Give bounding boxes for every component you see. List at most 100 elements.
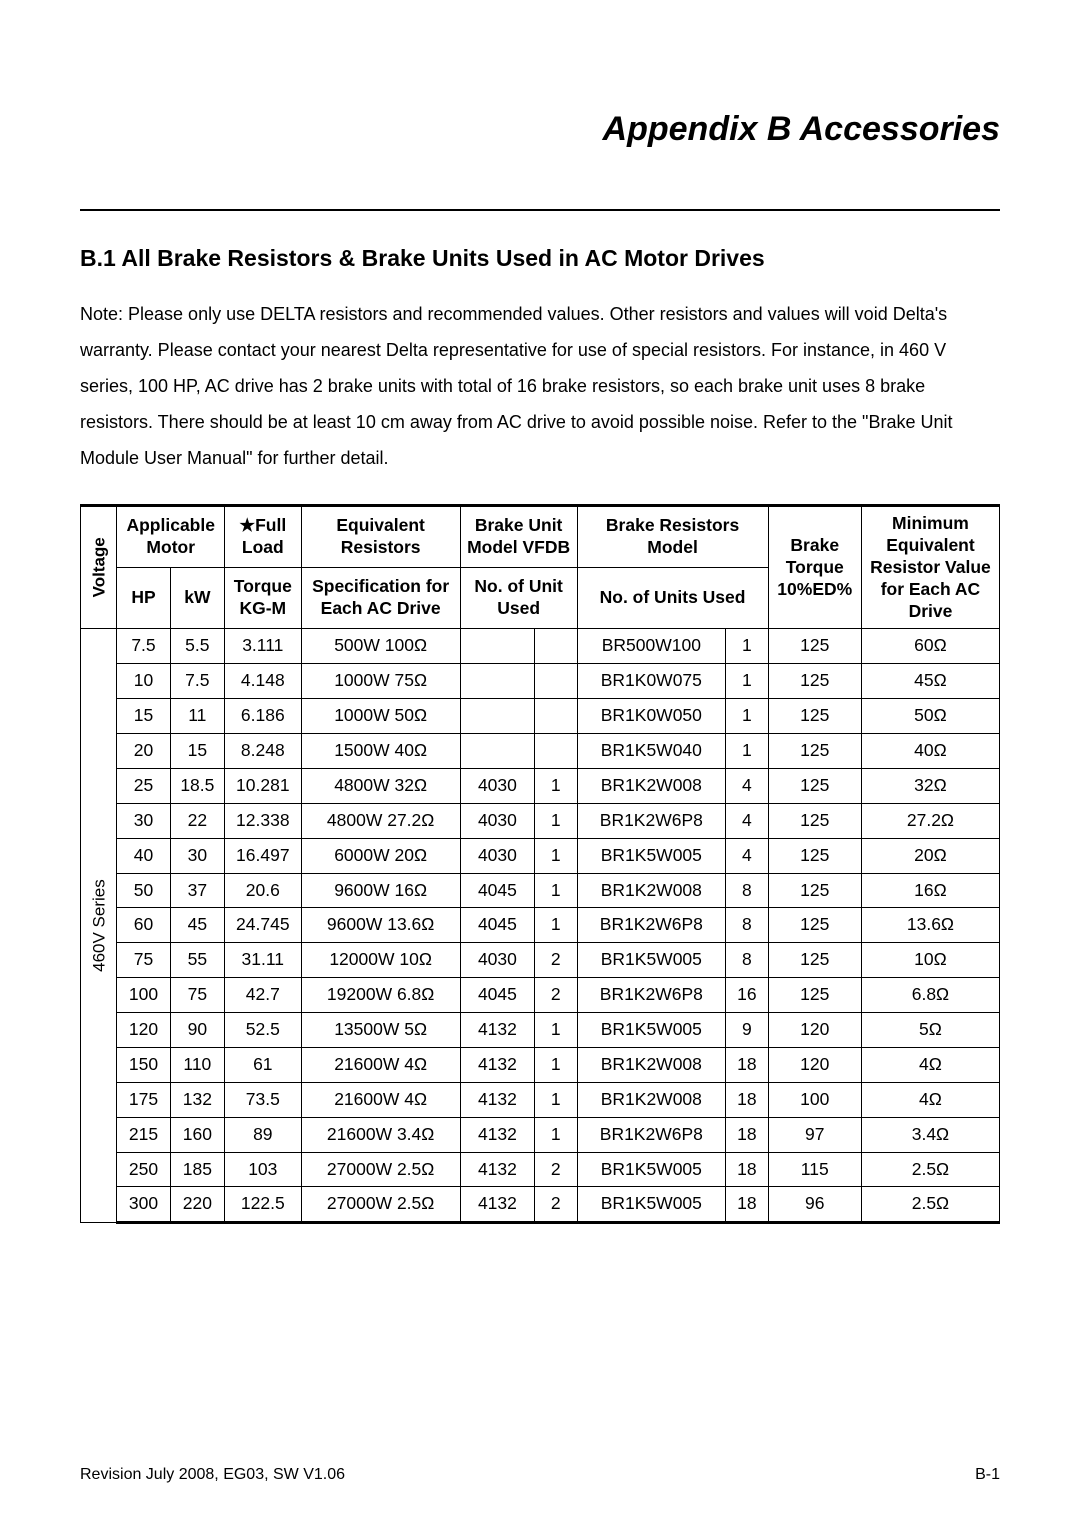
table-row: 25018510327000W 2.5Ω41322BR1K5W005181152… (81, 1152, 1000, 1187)
col-equiv-resistors: Equivalent Resistors (301, 506, 460, 568)
cell-res-model: BR1K2W008 (577, 1082, 726, 1117)
cell-res-model: BR1K5W005 (577, 1013, 726, 1048)
cell-spec: 6000W 20Ω (301, 838, 460, 873)
cell-min: 2.5Ω (861, 1187, 999, 1223)
cell-bu-num (535, 734, 577, 769)
cell-btorque: 125 (768, 838, 861, 873)
cell-spec: 4800W 27.2Ω (301, 803, 460, 838)
table-row: 755531.1112000W 10Ω40302BR1K5W005812510Ω (81, 943, 1000, 978)
cell-btorque: 97 (768, 1117, 861, 1152)
cell-btorque: 125 (768, 978, 861, 1013)
cell-bu-model: 4132 (460, 1187, 534, 1223)
cell-kw: 160 (170, 1117, 225, 1152)
cell-min: 60Ω (861, 629, 999, 664)
cell-torque: 24.745 (225, 908, 301, 943)
cell-res-model: BR1K5W005 (577, 1187, 726, 1223)
cell-hp: 60 (117, 908, 170, 943)
cell-btorque: 120 (768, 1047, 861, 1082)
brake-resistors-table: Voltage Applicable Motor ★Full Load Equi… (80, 504, 1000, 1224)
cell-res-model: BR1K2W6P8 (577, 908, 726, 943)
col-full-load: ★Full Load (225, 506, 301, 568)
cell-min: 40Ω (861, 734, 999, 769)
cell-kw: 11 (170, 699, 225, 734)
cell-res-num: 1 (726, 734, 768, 769)
cell-hp: 175 (117, 1082, 170, 1117)
cell-kw: 110 (170, 1047, 225, 1082)
cell-bu-model (460, 629, 534, 664)
cell-hp: 100 (117, 978, 170, 1013)
cell-res-num: 8 (726, 943, 768, 978)
cell-btorque: 125 (768, 803, 861, 838)
cell-res-model: BR1K5W005 (577, 838, 726, 873)
cell-min: 5Ω (861, 1013, 999, 1048)
cell-bu-num: 1 (535, 838, 577, 873)
cell-spec: 13500W 5Ω (301, 1013, 460, 1048)
cell-kw: 75 (170, 978, 225, 1013)
cell-res-num: 8 (726, 873, 768, 908)
cell-res-model: BR1K2W6P8 (577, 978, 726, 1013)
cell-spec: 12000W 10Ω (301, 943, 460, 978)
cell-res-num: 4 (726, 803, 768, 838)
cell-btorque: 125 (768, 734, 861, 769)
cell-hp: 50 (117, 873, 170, 908)
cell-bu-model: 4030 (460, 838, 534, 873)
cell-bu-model: 4045 (460, 873, 534, 908)
cell-res-num: 16 (726, 978, 768, 1013)
cell-hp: 25 (117, 768, 170, 803)
table-row: 604524.7459600W 13.6Ω40451BR1K2W6P881251… (81, 908, 1000, 943)
cell-hp: 150 (117, 1047, 170, 1082)
cell-bu-model (460, 664, 534, 699)
cell-res-model: BR1K2W008 (577, 1047, 726, 1082)
cell-hp: 15 (117, 699, 170, 734)
col-min-equiv: Minimum Equivalent Resistor Value for Ea… (861, 506, 999, 629)
cell-bu-num: 2 (535, 978, 577, 1013)
cell-hp: 7.5 (117, 629, 170, 664)
table-row: 1007542.719200W 6.8Ω40452BR1K2W6P8161256… (81, 978, 1000, 1013)
cell-torque: 89 (225, 1117, 301, 1152)
table-row: 17513273.521600W 4Ω41321BR1K2W008181004Ω (81, 1082, 1000, 1117)
cell-res-num: 9 (726, 1013, 768, 1048)
cell-spec: 21600W 4Ω (301, 1082, 460, 1117)
cell-res-num: 18 (726, 1082, 768, 1117)
cell-btorque: 125 (768, 768, 861, 803)
cell-torque: 122.5 (225, 1187, 301, 1223)
note-paragraph: Note: Please only use DELTA resistors an… (80, 296, 1000, 476)
page-title: Appendix B Accessories (80, 110, 1000, 149)
table-row: 300220122.527000W 2.5Ω41322BR1K5W0051896… (81, 1187, 1000, 1223)
cell-res-num: 8 (726, 908, 768, 943)
cell-bu-model: 4132 (460, 1152, 534, 1187)
cell-res-model: BR1K0W050 (577, 699, 726, 734)
table-row: 107.54.1481000W 75ΩBR1K0W075112545Ω (81, 664, 1000, 699)
table-row: 15116.1861000W 50ΩBR1K0W050112550Ω (81, 699, 1000, 734)
cell-bu-num: 1 (535, 768, 577, 803)
cell-bu-num: 1 (535, 1117, 577, 1152)
cell-torque: 20.6 (225, 873, 301, 908)
table-row: 403016.4976000W 20Ω40301BR1K5W005412520Ω (81, 838, 1000, 873)
cell-torque: 61 (225, 1047, 301, 1082)
table-row: 460V Series7.55.53.111500W 100ΩBR500W100… (81, 629, 1000, 664)
cell-hp: 300 (117, 1187, 170, 1223)
cell-spec: 9600W 13.6Ω (301, 908, 460, 943)
cell-bu-num: 2 (535, 943, 577, 978)
cell-res-num: 18 (726, 1047, 768, 1082)
cell-hp: 120 (117, 1013, 170, 1048)
cell-torque: 3.111 (225, 629, 301, 664)
cell-min: 50Ω (861, 699, 999, 734)
cell-kw: 18.5 (170, 768, 225, 803)
cell-kw: 55 (170, 943, 225, 978)
cell-res-num: 18 (726, 1152, 768, 1187)
table-row: 20158.2481500W 40ΩBR1K5W040112540Ω (81, 734, 1000, 769)
col-brake-unit: Brake Unit Model VFDB (460, 506, 577, 568)
cell-res-num: 1 (726, 699, 768, 734)
cell-btorque: 115 (768, 1152, 861, 1187)
divider (80, 209, 1000, 211)
cell-res-model: BR1K2W008 (577, 768, 726, 803)
cell-min: 10Ω (861, 943, 999, 978)
cell-bu-model: 4045 (460, 978, 534, 1013)
cell-bu-model: 4045 (460, 908, 534, 943)
col-torque-kgm: Torque KG-M (225, 568, 301, 629)
cell-bu-model: 4132 (460, 1082, 534, 1117)
cell-bu-model (460, 734, 534, 769)
cell-torque: 10.281 (225, 768, 301, 803)
cell-res-num: 4 (726, 838, 768, 873)
